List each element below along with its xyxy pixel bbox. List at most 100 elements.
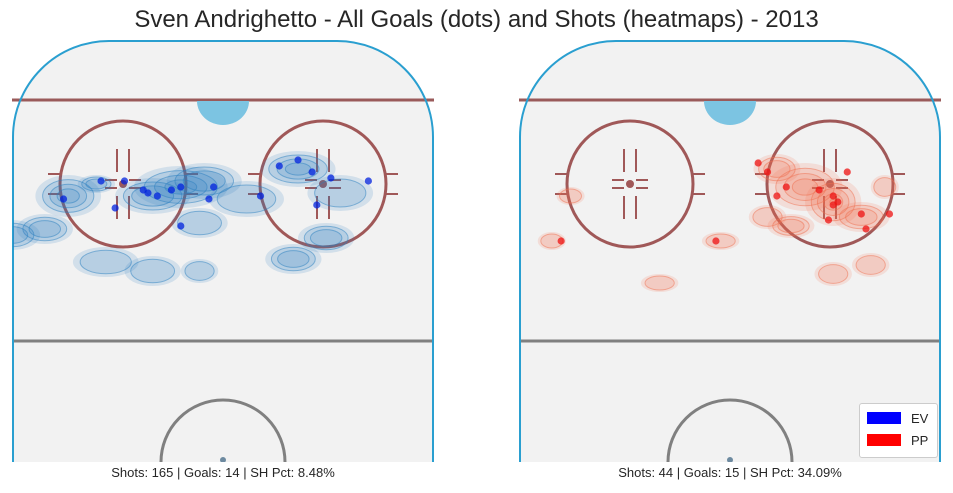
pp-goal-dot xyxy=(773,192,781,200)
ev-goal-dot xyxy=(313,201,321,209)
faceoff-circle-right xyxy=(765,119,895,249)
pp-heat-contour xyxy=(705,233,736,249)
ev-heat-contour xyxy=(307,175,374,211)
ev-heat-contour xyxy=(79,249,132,275)
ev-goal-dot xyxy=(256,192,265,200)
faceoff-circle-left xyxy=(58,119,188,249)
ev-goal-dot xyxy=(364,177,372,185)
pp-goal-dot xyxy=(829,201,837,209)
chart-title: Sven Andrighetto - All Goals (dots) and … xyxy=(134,6,819,33)
ev-heat-contour xyxy=(124,256,181,286)
ev-heat-contour xyxy=(13,220,41,250)
ev-heat-contour xyxy=(35,175,102,217)
ev-heat-contour xyxy=(260,151,336,187)
legend-swatch-pp xyxy=(867,434,901,446)
pp-heat-contour xyxy=(556,187,585,205)
pp-heat-contour xyxy=(873,177,897,197)
pp-goal-dot xyxy=(857,210,865,218)
legend: EV PP xyxy=(859,403,938,458)
pp-goal-dot xyxy=(763,168,772,176)
pp-heat-contour xyxy=(851,253,890,277)
ev-goal-dot xyxy=(275,162,283,170)
pp-goal-dot xyxy=(843,168,851,176)
pp-heat-contour xyxy=(818,264,849,284)
center-dot xyxy=(220,457,226,462)
rink-ice xyxy=(13,41,433,462)
ev-goal-dot xyxy=(167,186,176,194)
legend-swatch-ev xyxy=(867,412,901,424)
pp-heat-contour xyxy=(870,175,899,199)
ev-heat-contour xyxy=(131,185,175,207)
pp-heat-contour xyxy=(752,207,783,227)
ev-goal-dot xyxy=(111,204,119,212)
faceoff-dot xyxy=(826,180,834,188)
ev-heat-contour xyxy=(28,220,62,238)
ev-heat-contour xyxy=(171,208,228,238)
pp-goal-dot xyxy=(829,192,837,200)
ev-goal-dot xyxy=(120,177,129,185)
ev-heat-contour xyxy=(77,175,116,193)
faceoff-circle-left xyxy=(565,119,695,249)
legend-item-ev: EV xyxy=(867,410,928,426)
ev-goal-dot xyxy=(210,183,218,191)
pp-rink-chart xyxy=(519,40,941,462)
ev-goal-dot xyxy=(205,195,213,203)
ev-heat-contour xyxy=(180,259,219,283)
pp-goal-dot xyxy=(782,183,790,191)
ev-goal-dot xyxy=(144,189,152,197)
ev-goal-dot xyxy=(294,156,302,164)
pp-heat-contour xyxy=(814,262,852,286)
ev-goal-dot xyxy=(177,222,185,230)
ev-heat-contour xyxy=(216,184,277,214)
ev-goal-dot xyxy=(327,174,335,182)
ev-heat-contour xyxy=(13,226,29,244)
pp-heat-contour xyxy=(753,154,801,184)
pp-heat-contour xyxy=(559,188,583,204)
pp-goal-dot xyxy=(885,210,894,218)
pp-heat-contour xyxy=(701,232,740,250)
ev-heat-contour xyxy=(56,188,80,204)
faceoff-dot xyxy=(626,180,634,188)
pp-heat-contour xyxy=(644,275,675,291)
pp-heat-contour xyxy=(855,255,886,275)
pp-goal-dot xyxy=(557,237,565,245)
pp-heat-contour xyxy=(791,178,819,196)
center-dot xyxy=(727,457,733,462)
ev-goal-dot xyxy=(59,195,68,203)
ev-heat-contour xyxy=(16,214,73,244)
rink-boards xyxy=(12,40,434,462)
ev-heat-contour xyxy=(314,178,367,208)
ev-heat-contour xyxy=(284,162,312,176)
pp-goal-dot xyxy=(824,216,833,224)
ev-rink-chart xyxy=(12,40,434,462)
pp-heat-contour xyxy=(640,274,679,292)
faceoff-circle-right xyxy=(258,119,388,249)
ev-heat-contour xyxy=(177,210,222,236)
center-circle xyxy=(159,398,287,462)
ev-goal-dot xyxy=(97,177,105,185)
pp-heat-contour xyxy=(767,214,815,238)
ev-heat-contour xyxy=(184,261,215,281)
ev-heat-contour xyxy=(309,229,343,247)
pp-heat-contour xyxy=(537,232,566,250)
ev-goal-dot xyxy=(308,168,316,176)
rink-boards xyxy=(519,40,941,462)
ev-heat-contour xyxy=(130,258,176,284)
ev-heat-contour xyxy=(265,244,322,274)
ev-goal-dot xyxy=(177,183,185,191)
goal-crease xyxy=(704,101,756,125)
ev-heat-contour xyxy=(72,247,139,277)
ev-stats-label: Shots: 165 | Goals: 14 | SH Pct: 8.48% xyxy=(111,465,335,480)
pp-goal-dot xyxy=(712,237,720,245)
pp-heat-contour xyxy=(777,218,805,234)
pp-goal-dot xyxy=(754,159,762,167)
ev-heat-contour xyxy=(298,223,355,253)
rink-ice xyxy=(520,41,940,462)
ev-heat-contour xyxy=(208,181,284,217)
goal-crease xyxy=(197,101,249,125)
pp-goal-dot xyxy=(862,225,870,233)
legend-item-pp: PP xyxy=(867,432,928,448)
pp-goal-dot xyxy=(815,186,823,194)
ev-heatmap xyxy=(13,151,374,286)
center-circle xyxy=(666,398,794,462)
